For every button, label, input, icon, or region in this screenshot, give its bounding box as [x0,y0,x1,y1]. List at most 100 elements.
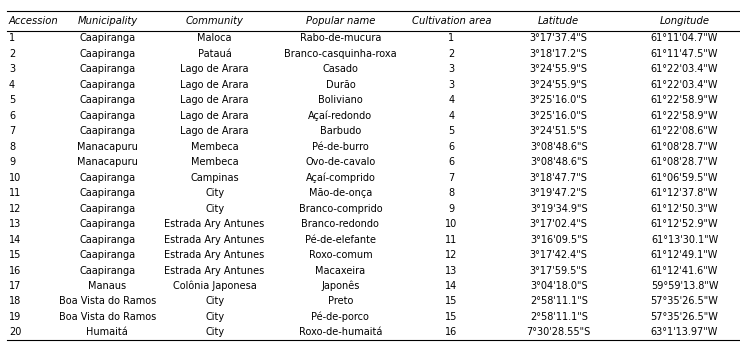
Text: 3: 3 [9,64,15,74]
Text: Pé-de-elefante: Pé-de-elefante [305,235,376,244]
Text: 61°22'08.6"W: 61°22'08.6"W [650,126,719,136]
Text: Branco-comprido: Branco-comprido [298,204,383,213]
Text: 61°12'41.6"W: 61°12'41.6"W [650,266,719,275]
Text: 61°22'58.9"W: 61°22'58.9"W [650,95,719,105]
Text: 3°18'47.7"S: 3°18'47.7"S [530,173,588,183]
Text: 3°17'02.4"S: 3°17'02.4"S [530,219,588,229]
Text: Manacapuru: Manacapuru [77,157,138,167]
Text: Barbudo: Barbudo [320,126,361,136]
Text: 7: 7 [9,126,15,136]
Text: 4: 4 [9,80,15,90]
Text: 17: 17 [9,281,21,291]
Text: Caapiranga: Caapiranga [79,266,135,275]
Text: 8: 8 [448,188,454,198]
Text: Community: Community [186,16,243,26]
Text: 61°11'47.5"W: 61°11'47.5"W [650,49,719,59]
Text: 11: 11 [445,235,457,244]
Text: 61°08'28.7"W: 61°08'28.7"W [650,142,719,152]
Text: Caapiranga: Caapiranga [79,111,135,121]
Text: 61°22'03.4"W: 61°22'03.4"W [650,64,719,74]
Text: Preto: Preto [328,297,353,306]
Text: 63°1'13.97"W: 63°1'13.97"W [650,328,719,337]
Text: Lago de Arara: Lago de Arara [181,111,249,121]
Text: Lago de Arara: Lago de Arara [181,80,249,90]
Text: 3°17'37.4"S: 3°17'37.4"S [530,33,588,43]
Text: Estrada Ary Antunes: Estrada Ary Antunes [164,266,265,275]
Text: Pé-de-burro: Pé-de-burro [312,142,369,152]
Text: Membeca: Membeca [191,142,238,152]
Text: 4: 4 [448,95,454,105]
Text: Municipality: Municipality [77,16,138,26]
Text: 1: 1 [9,33,15,43]
Text: 19: 19 [9,312,21,322]
Text: Estrada Ary Antunes: Estrada Ary Antunes [164,250,265,260]
Text: 2: 2 [448,49,454,59]
Text: Boa Vista do Ramos: Boa Vista do Ramos [58,297,156,306]
Text: 3: 3 [448,80,454,90]
Text: Membeca: Membeca [191,157,238,167]
Text: Açaí-comprido: Açaí-comprido [306,172,375,183]
Text: 2: 2 [9,49,15,59]
Text: 7: 7 [448,173,454,183]
Text: 3°08'48.6"S: 3°08'48.6"S [530,157,588,167]
Text: 57°35'26.5"W: 57°35'26.5"W [650,297,719,306]
Text: City: City [205,204,224,213]
Text: 1: 1 [448,33,454,43]
Text: 59°59'13.8"W: 59°59'13.8"W [650,281,719,291]
Text: 16: 16 [445,328,457,337]
Text: Lago de Arara: Lago de Arara [181,126,249,136]
Text: Estrada Ary Antunes: Estrada Ary Antunes [164,235,265,244]
Text: 6: 6 [448,142,454,152]
Text: Casado: Casado [323,64,358,74]
Text: City: City [205,188,224,198]
Text: 8: 8 [9,142,15,152]
Text: 3°24'55.9"S: 3°24'55.9"S [530,80,588,90]
Text: Lago de Arara: Lago de Arara [181,64,249,74]
Text: 3°24'55.9"S: 3°24'55.9"S [530,64,588,74]
Text: 3°19'47.2"S: 3°19'47.2"S [530,188,588,198]
Text: Campinas: Campinas [190,173,239,183]
Text: Branco-casquinha-roxa: Branco-casquinha-roxa [284,49,397,59]
Text: Açaí-redondo: Açaí-redondo [309,111,372,121]
Text: 15: 15 [445,312,457,322]
Text: 18: 18 [9,297,21,306]
Text: Caapiranga: Caapiranga [79,49,135,59]
Text: Colônia Japonesa: Colônia Japonesa [172,281,257,291]
Text: 14: 14 [9,235,21,244]
Text: Japonês: Japonês [321,281,360,291]
Text: Caapiranga: Caapiranga [79,95,135,105]
Text: 12: 12 [9,204,21,213]
Text: 4: 4 [448,111,454,121]
Text: Rabo-de-mucura: Rabo-de-mucura [300,33,381,43]
Text: Durão: Durão [326,80,355,90]
Text: 61°13'30.1"W: 61°13'30.1"W [651,235,718,244]
Text: 57°35'26.5"W: 57°35'26.5"W [650,312,719,322]
Text: 3°16'09.5"S: 3°16'09.5"S [530,235,588,244]
Text: 2°58'11.1"S: 2°58'11.1"S [530,312,588,322]
Text: 2°58'11.1"S: 2°58'11.1"S [530,297,588,306]
Text: Caapiranga: Caapiranga [79,126,135,136]
Text: Boliviano: Boliviano [318,95,363,105]
Text: Longitude: Longitude [659,16,710,26]
Text: 61°06'59.5"W: 61°06'59.5"W [650,173,719,183]
Text: Roxo-comum: Roxo-comum [309,250,372,260]
Text: Lago de Arara: Lago de Arara [181,95,249,105]
Text: 61°12'49.1"W: 61°12'49.1"W [650,250,719,260]
Text: 15: 15 [9,250,21,260]
Text: 3°19'34.9"S: 3°19'34.9"S [530,204,588,213]
Text: Maloca: Maloca [198,33,232,43]
Text: 14: 14 [445,281,457,291]
Text: 3°08'48.6"S: 3°08'48.6"S [530,142,588,152]
Text: 61°12'52.9"W: 61°12'52.9"W [650,219,719,229]
Text: 7°30'28.55"S: 7°30'28.55"S [527,328,591,337]
Text: 61°22'58.9"W: 61°22'58.9"W [650,111,719,121]
Text: 3°25'16.0"S: 3°25'16.0"S [530,95,588,105]
Text: 5: 5 [448,126,454,136]
Text: Boa Vista do Ramos: Boa Vista do Ramos [58,312,156,322]
Text: 6: 6 [448,157,454,167]
Text: Caapiranga: Caapiranga [79,64,135,74]
Text: City: City [205,328,224,337]
Text: 61°08'28.7"W: 61°08'28.7"W [650,157,719,167]
Text: Humaitá: Humaitá [87,328,128,337]
Text: Accession: Accession [9,16,58,26]
